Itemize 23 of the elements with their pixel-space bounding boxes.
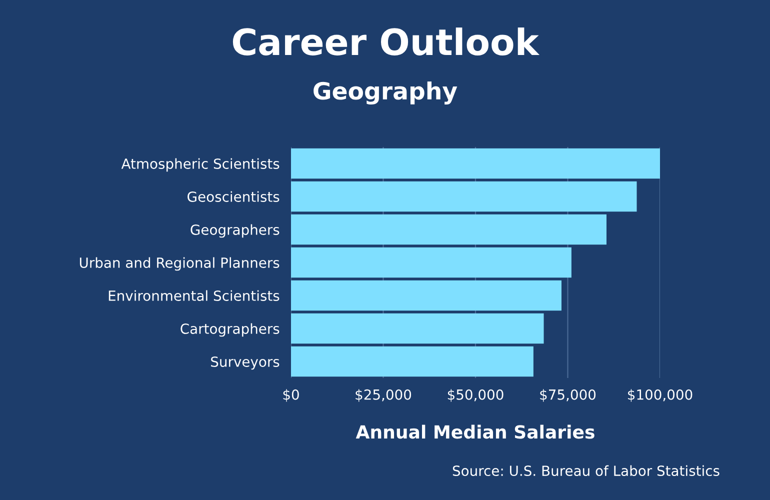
x-tick-label: $50,000 (448, 389, 504, 402)
bar (291, 148, 660, 179)
x-axis-title: Annual Median Salaries (356, 424, 594, 439)
bar (291, 214, 606, 245)
chart-title: Career Outlook (232, 28, 540, 56)
y-tick-label: Geographers (190, 224, 280, 238)
x-tick-label: $25,000 (356, 389, 412, 402)
y-tick-label: Atmospheric Scientists (121, 158, 280, 172)
x-tick-label: $0 (283, 389, 299, 402)
bar (291, 181, 637, 212)
bar (291, 280, 562, 311)
y-tick-label: Geoscientists (188, 191, 280, 202)
bar (291, 346, 534, 377)
chart-subtitle: Geography (314, 81, 458, 105)
x-tick-label: $75,000 (540, 389, 596, 402)
y-tick-label: Surveyors (211, 356, 280, 370)
y-tick-label: Cartographers (180, 323, 280, 337)
x-tick-label: $100,000 (628, 389, 692, 402)
bar (291, 247, 572, 278)
y-tick-label: Urban and Regional Planners (80, 257, 280, 271)
y-tick-label: Environmental Scientists (108, 290, 280, 301)
bar (291, 313, 544, 344)
source-note: Source: U.S. Bureau of Labor Statistics (452, 465, 720, 476)
